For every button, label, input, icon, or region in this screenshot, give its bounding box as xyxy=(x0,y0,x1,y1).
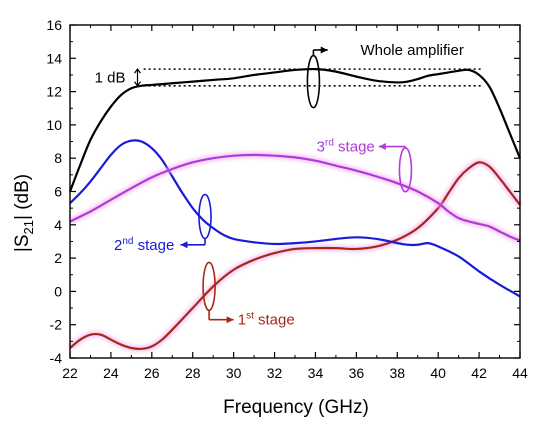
stage2-callout-arrowhead xyxy=(180,241,188,249)
y-tick-label: -4 xyxy=(50,350,63,366)
stage1-label-sup: st xyxy=(246,311,254,322)
y-axis-title-main: |S xyxy=(12,234,33,252)
stage2-label-text: stage xyxy=(133,237,174,254)
x-tick-label: 28 xyxy=(185,365,201,381)
series-layer xyxy=(67,67,523,353)
series-glow-stage3 xyxy=(68,151,522,244)
series-group xyxy=(67,67,523,353)
x-tick-label: 26 xyxy=(144,365,160,381)
x-tick-label: 42 xyxy=(471,365,487,381)
whole-callout-ellipse xyxy=(306,54,321,109)
stage1-label-text: stage xyxy=(254,312,295,329)
y-axis-title-tail: | (dB) xyxy=(12,174,33,220)
y-tick-label: 14 xyxy=(46,50,62,66)
one-db-arrowhead-top xyxy=(134,68,141,74)
stage3-label-sup: rd xyxy=(325,138,334,149)
x-tick-label: 38 xyxy=(389,365,405,381)
stage1-label: 1st stage xyxy=(238,311,295,329)
stage2-label-sup: nd xyxy=(122,236,133,247)
y-axis-title: |S21| (dB) xyxy=(12,174,36,252)
x-tick-label: 22 xyxy=(62,365,78,381)
series-line-whole xyxy=(68,67,522,192)
stage1-label-num: 1 xyxy=(238,312,246,329)
x-tick-label: 24 xyxy=(103,365,119,381)
x-tick-label: 32 xyxy=(267,365,283,381)
series-glow-stage1 xyxy=(67,158,523,353)
y-tick-label: -2 xyxy=(50,317,63,333)
whole-callout-arrowhead xyxy=(320,46,328,54)
x-tick-label: 40 xyxy=(430,365,446,381)
y-tick-label: 4 xyxy=(54,217,62,233)
x-tick-label: 34 xyxy=(308,365,324,381)
y-axis-title-sub: 21 xyxy=(21,220,36,234)
x-axis-title: Frequency (GHz) xyxy=(223,397,369,418)
stage3-label: 3rd stage xyxy=(317,138,375,156)
y-tick-label: 12 xyxy=(46,84,62,100)
y-tick-label: 16 xyxy=(46,17,62,33)
y-tick-label: 6 xyxy=(54,184,62,200)
stage3-label-num: 3 xyxy=(317,139,325,156)
stage2-label: 2nd stage xyxy=(114,236,174,254)
x-tick-label: 36 xyxy=(349,365,365,381)
one-db-label: 1 dB xyxy=(95,69,126,86)
y-tick-label: 2 xyxy=(54,250,62,266)
stage2-label-num: 2 xyxy=(114,237,122,254)
tick-labels: 22 24 26 28 30 32 34 36 38 40 42 44-4-2024681012141… xyxy=(46,17,528,381)
one-db-arrowhead-bottom xyxy=(134,81,141,87)
axis-layer xyxy=(69,24,521,359)
x-tick-label: 44 xyxy=(512,365,528,381)
stage3-callout-arrowhead xyxy=(378,143,386,151)
series-line-stage3 xyxy=(69,153,521,242)
y-tick-label: 10 xyxy=(46,117,62,133)
series-line-stage1 xyxy=(69,161,521,351)
stage1-callout-arrowhead xyxy=(226,316,234,324)
x-tick-label: 30 xyxy=(226,365,242,381)
whole-label: Whole amplifier xyxy=(360,42,463,59)
stage3-label-text: stage xyxy=(334,139,375,156)
series-line-stage2 xyxy=(69,139,521,298)
y-tick-label: 8 xyxy=(54,150,62,166)
y-tick-label: 0 xyxy=(54,283,62,299)
